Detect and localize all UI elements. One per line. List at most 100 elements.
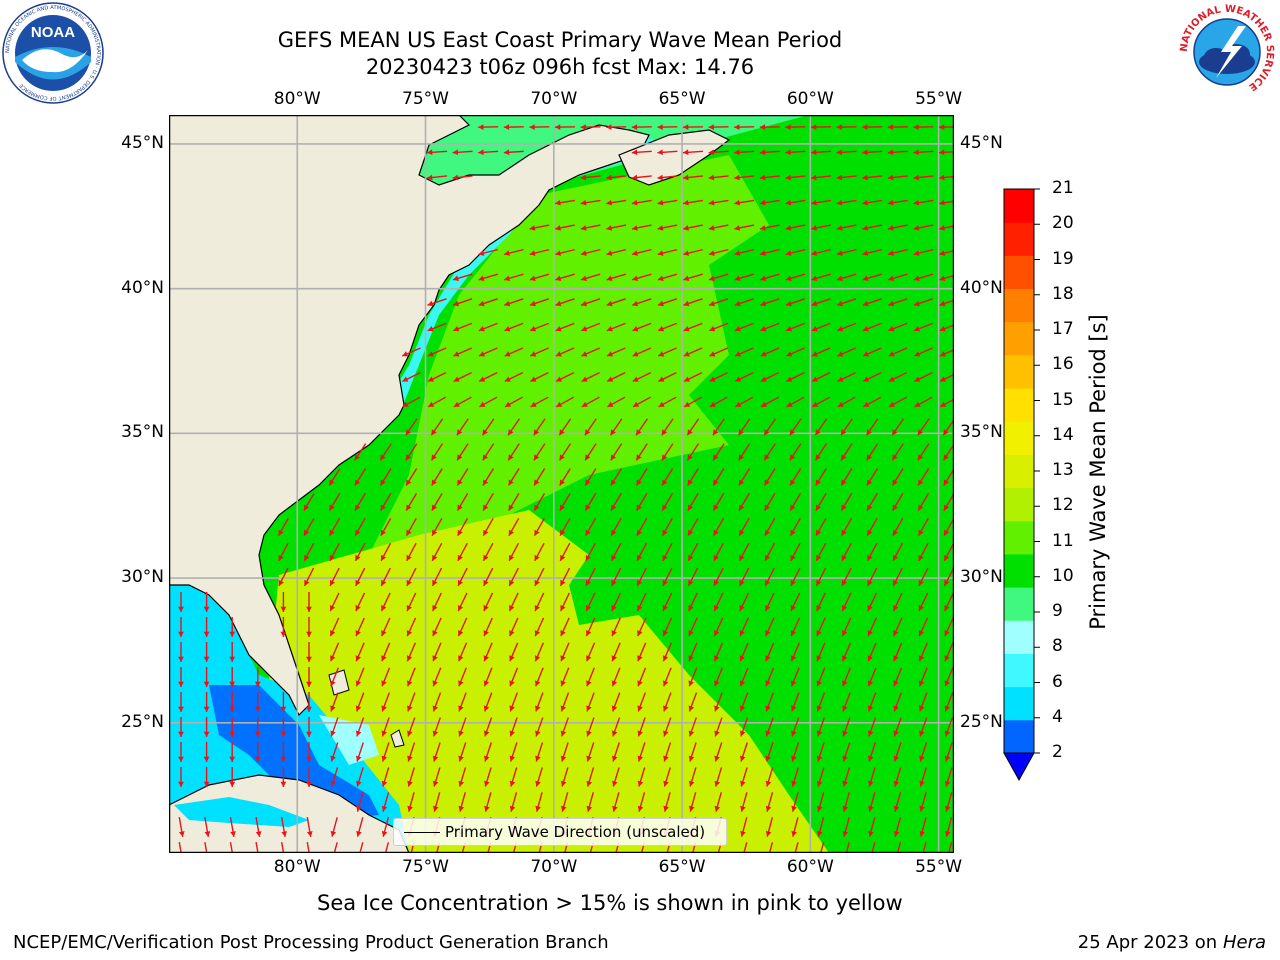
period-zone-10 xyxy=(369,155,769,555)
wave-arrow xyxy=(354,493,366,511)
wave-arrow xyxy=(938,124,954,130)
wave-arrow xyxy=(791,742,800,762)
wave-arrow xyxy=(661,468,674,486)
wave-arrow xyxy=(356,767,364,787)
wave-arrow xyxy=(379,468,392,486)
wave-arrow xyxy=(914,396,933,408)
wave-arrow xyxy=(842,692,851,712)
wave-arrow xyxy=(939,324,954,332)
lon-tick-bottom: 65°W xyxy=(658,857,706,877)
wave-arrow xyxy=(280,742,287,762)
wave-arrow xyxy=(785,224,806,231)
wave-arrow xyxy=(229,817,236,837)
wave-arrow xyxy=(330,717,339,737)
wave-arrow xyxy=(944,692,954,712)
wave-arrow xyxy=(683,322,703,332)
wave-arrow xyxy=(790,567,801,587)
wave-arrow xyxy=(453,322,473,332)
wave-arrow xyxy=(810,149,832,156)
wave-arrow xyxy=(482,542,494,562)
wave-arrow xyxy=(709,322,729,332)
wave-arrow xyxy=(836,298,857,307)
lon-tick-top: 60°W xyxy=(786,89,834,109)
wave-arrow xyxy=(658,371,677,383)
wave-arrow xyxy=(432,742,441,762)
wave-arrow xyxy=(504,298,524,307)
wave-arrow xyxy=(509,667,519,687)
wave-arrow xyxy=(478,347,498,357)
wave-arrow xyxy=(759,248,780,256)
wave-arrow xyxy=(632,396,651,408)
wave-arrow xyxy=(612,767,620,787)
wave-arrow xyxy=(815,542,827,562)
wave-arrow xyxy=(586,792,594,812)
wave-arrow xyxy=(479,396,498,408)
wave-arrow xyxy=(867,667,877,687)
wave-arrow xyxy=(509,642,519,662)
wave-arrow xyxy=(816,767,825,787)
wave-arrow xyxy=(683,396,703,408)
wave-arrow xyxy=(785,174,806,181)
wave-arrow xyxy=(760,347,780,357)
wave-arrow xyxy=(560,617,570,637)
wave-arrow xyxy=(687,517,699,537)
wave-arrow xyxy=(760,371,780,383)
wave-arrow xyxy=(887,174,908,181)
wave-arrow xyxy=(790,542,801,562)
wave-arrow xyxy=(430,418,444,436)
wave-arrow xyxy=(355,642,365,662)
land-us-east xyxy=(169,115,650,717)
wave-arrow xyxy=(580,224,601,231)
wave-arrow xyxy=(503,149,524,156)
wave-arrow xyxy=(734,248,755,256)
wave-arrow xyxy=(765,767,774,787)
wave-arrow xyxy=(254,667,261,687)
wave-arrow xyxy=(530,396,549,408)
wave-arrow xyxy=(893,742,902,762)
wave-arrow xyxy=(919,692,928,712)
wave-arrow xyxy=(944,742,953,762)
wave-arrow xyxy=(606,224,627,231)
wave-arrow xyxy=(203,692,210,712)
wave-arrow xyxy=(738,493,750,511)
wave-arrow xyxy=(811,347,831,357)
wave-arrow xyxy=(533,443,546,461)
wave-arrow xyxy=(738,517,750,537)
wave-arrow xyxy=(555,322,575,332)
wave-arrow xyxy=(657,248,678,256)
wave-arrow xyxy=(381,767,390,787)
lon-tick-top: 55°W xyxy=(915,89,963,109)
wave-arrow xyxy=(791,767,799,787)
wave-arrow xyxy=(580,248,601,256)
wave-arrow xyxy=(456,468,469,486)
wave-arrow xyxy=(478,371,498,383)
wave-arrow xyxy=(306,717,312,737)
wave-arrow xyxy=(204,817,211,837)
wave-arrow xyxy=(688,617,698,637)
wave-arrow xyxy=(865,418,879,436)
colorbar-tick-label: 4 xyxy=(1052,706,1063,727)
wave-arrow xyxy=(683,224,703,231)
wave-arrow xyxy=(687,567,699,587)
wave-arrow xyxy=(836,124,857,130)
wave-arrow xyxy=(811,248,831,256)
wave-arrow xyxy=(529,273,550,282)
wave-arrow xyxy=(631,248,652,256)
wave-arrow xyxy=(203,767,210,787)
wave-arrow xyxy=(891,443,904,461)
wave-arrow xyxy=(612,792,620,812)
wave-arrow xyxy=(657,298,678,307)
wave-arrow xyxy=(508,517,520,537)
wave-arrow xyxy=(458,792,466,812)
wave-arrow xyxy=(585,592,596,612)
wave-arrow xyxy=(560,592,570,612)
colorbar-segment xyxy=(1004,719,1034,754)
wave-arrow xyxy=(816,692,826,712)
wave-arrow xyxy=(504,371,524,383)
wave-arrow xyxy=(432,667,442,687)
wave-arrow xyxy=(661,443,674,461)
wave-arrow xyxy=(432,592,442,612)
wave-arrow xyxy=(277,517,289,537)
lon-tick-top: 80°W xyxy=(273,89,321,109)
wave-arrow xyxy=(535,792,543,812)
